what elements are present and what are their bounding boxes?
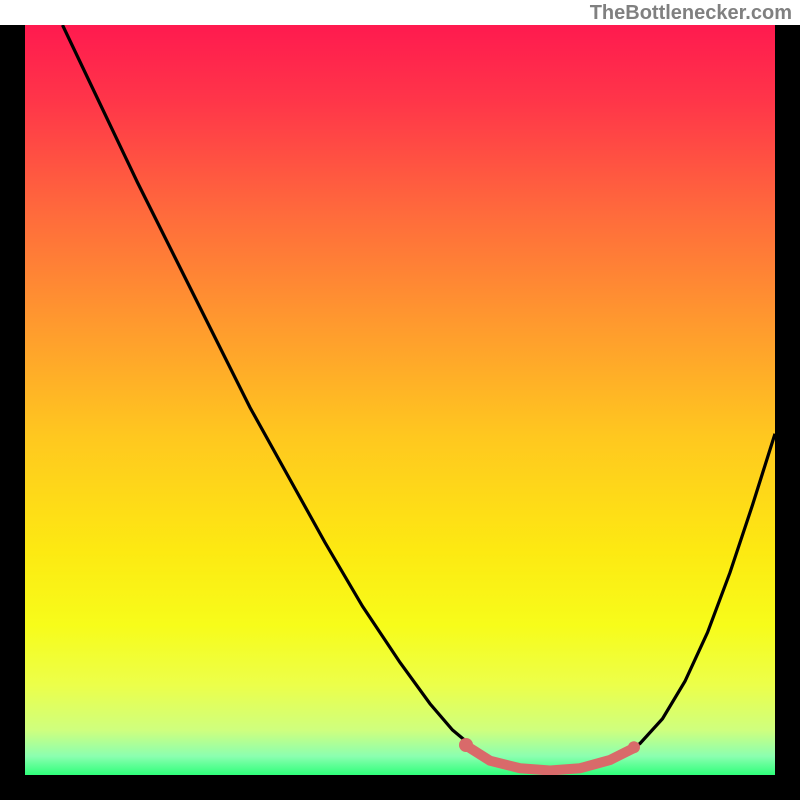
plot-area	[25, 25, 775, 775]
main-curve	[63, 25, 776, 771]
border-left	[0, 25, 25, 800]
chart-container: TheBottlenecker.com	[0, 0, 800, 800]
trough-dot	[628, 741, 640, 753]
curve-layer	[25, 25, 775, 775]
trough-dot	[459, 738, 473, 752]
trough-marker-curve	[468, 747, 633, 771]
border-right	[775, 25, 800, 800]
watermark-text: TheBottlenecker.com	[590, 2, 792, 25]
trough-marker-dots	[459, 738, 640, 753]
border-bottom	[0, 775, 800, 800]
